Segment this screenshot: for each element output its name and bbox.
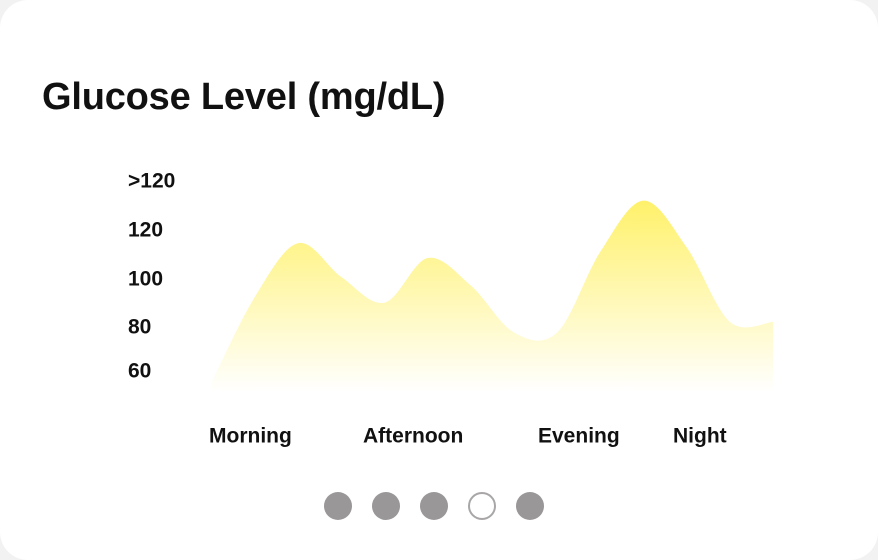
y-tick-label: 100 (128, 268, 163, 291)
glucose-chart: >120 120 100 80 60 Morning Afternoon Evening Ni… (128, 170, 773, 448)
pagination-dot[interactable] (420, 492, 448, 520)
x-tick-label: Afternoon (363, 425, 463, 448)
glucose-area (212, 200, 773, 392)
pagination-dot[interactable] (324, 492, 352, 520)
pagination-dots (324, 492, 544, 520)
pagination-dot[interactable] (372, 492, 400, 520)
chart-title: Glucose Level (mg/dL) (42, 76, 446, 118)
y-tick-label: 120 (128, 219, 163, 242)
pagination-dot[interactable] (516, 492, 544, 520)
x-tick-label: Evening (538, 425, 620, 448)
y-tick-label: 60 (128, 360, 151, 383)
y-tick-label: >120 (128, 170, 175, 193)
y-tick-label: 80 (128, 316, 151, 339)
pagination-dot[interactable] (468, 492, 496, 520)
x-tick-label: Morning (209, 425, 292, 448)
x-tick-label: Night (673, 425, 727, 448)
